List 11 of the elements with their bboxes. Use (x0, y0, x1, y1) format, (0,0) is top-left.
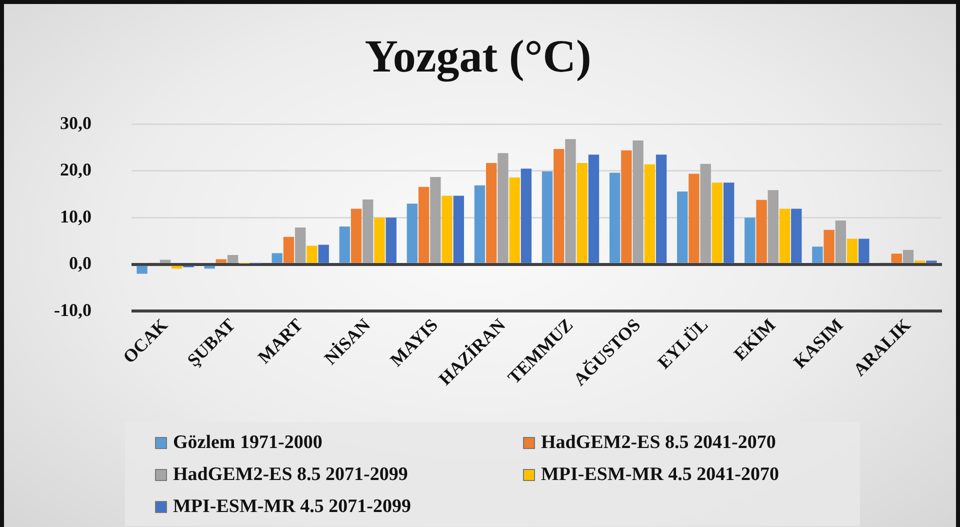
y-tick-label: 20,0 (60, 160, 92, 180)
y-tick-label: 0,0 (68, 253, 92, 274)
legend-label: HadGEM2-ES 8.5 2071-2099 (173, 464, 408, 486)
legend-label: MPI-ESM-MR 4.5 2041-2070 (541, 464, 779, 486)
chart-title: Yozgat (°C) (364, 30, 592, 82)
y-tick-label: 30,0 (60, 112, 92, 133)
y-tick-label: 10,0 (60, 206, 92, 226)
legend-label: HadGEM2-ES 8.5 2041-2070 (541, 432, 776, 454)
y-tick-label: -10,0 (54, 300, 92, 320)
legend-label: Gözlem 1971-2000 (173, 432, 322, 454)
legend-label: MPI-ESM-MR 4.5 2071-2099 (173, 496, 411, 518)
